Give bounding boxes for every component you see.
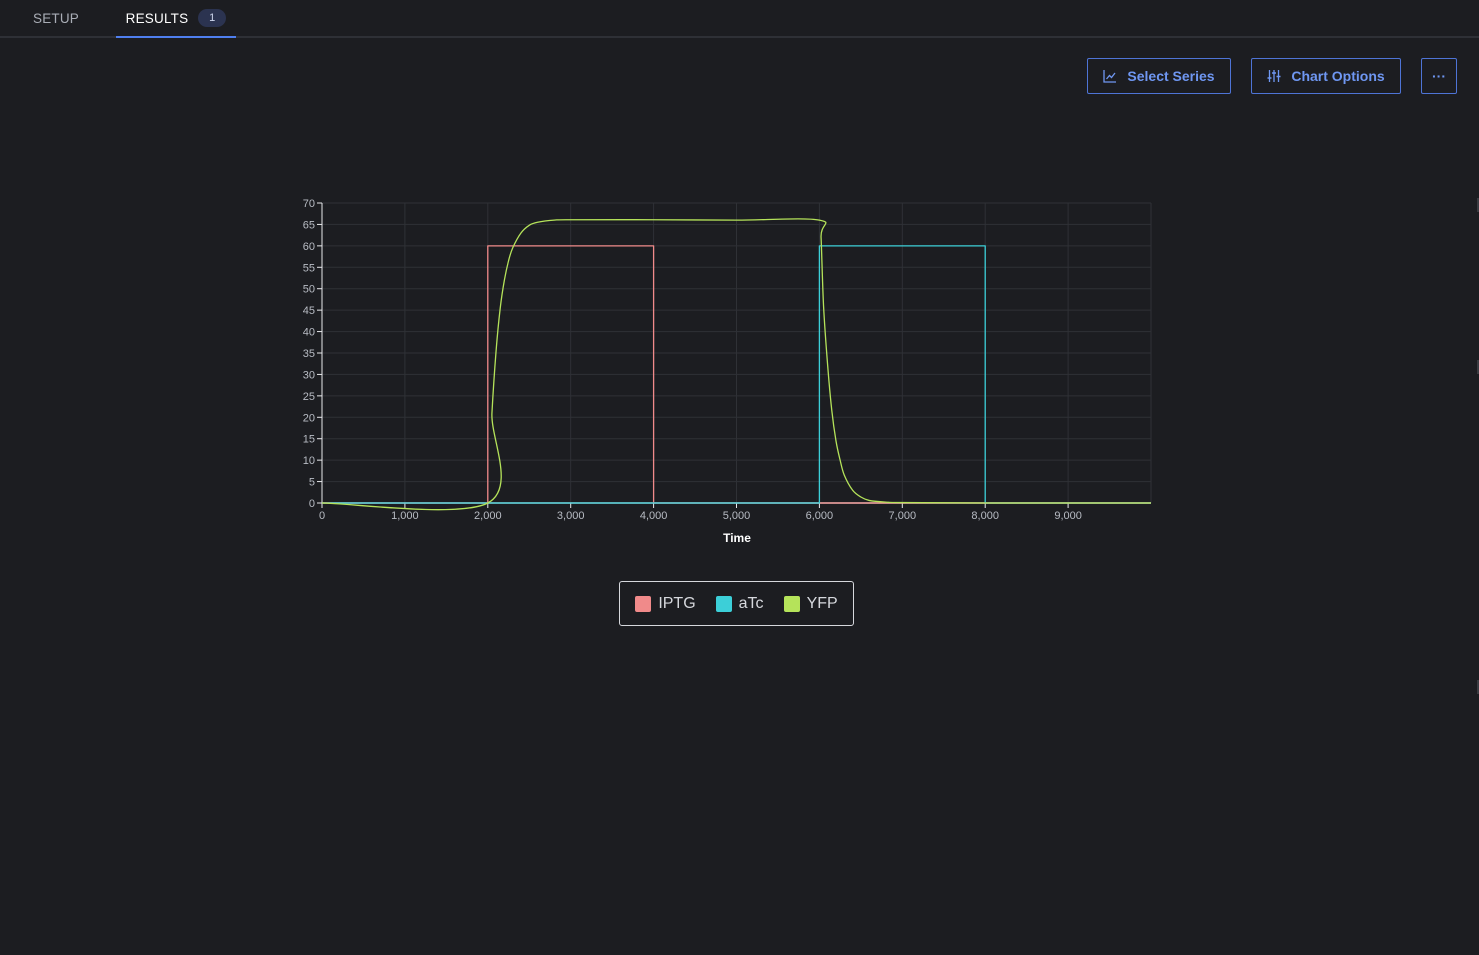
select-series-label: Select Series	[1127, 68, 1215, 84]
series-line-yfp	[321, 218, 1152, 511]
y-tick-label: 55	[303, 262, 315, 274]
x-tick-label: 8,000	[971, 510, 999, 522]
tab-bar: SETUP RESULTS 1	[0, 0, 1479, 38]
y-tick-label: 65	[303, 219, 315, 231]
y-tick-label: 30	[303, 369, 315, 381]
y-tick-label: 0	[309, 498, 315, 510]
x-axis-title: Time	[723, 531, 751, 545]
y-tick-label: 20	[303, 412, 315, 424]
y-tick-label: 50	[303, 284, 315, 296]
tab-results[interactable]: RESULTS 1	[116, 0, 236, 38]
legend-item-iptg[interactable]: IPTG	[635, 594, 696, 613]
x-tick-label: 6,000	[806, 510, 834, 522]
y-tick-label: 60	[303, 241, 315, 253]
sliders-icon	[1267, 70, 1281, 82]
x-tick-label: 3,000	[557, 510, 585, 522]
x-tick-label: 1,000	[391, 510, 419, 522]
x-tick-label: 7,000	[889, 510, 917, 522]
chart-axes: 0 5 10 15 20 25 30 35 40 45 50 55 60 65 70 0 1,000 2,000 3…	[303, 198, 1151, 522]
scroll-edge-mark	[1477, 360, 1479, 374]
x-tick-label: 5,000	[723, 510, 751, 522]
y-tick-label: 40	[303, 327, 315, 339]
x-tick-label: 0	[319, 510, 325, 522]
line-chart-icon	[1103, 70, 1117, 83]
tab-setup-label: SETUP	[33, 10, 80, 26]
legend-label-iptg: IPTG	[658, 594, 696, 612]
chart-options-label: Chart Options	[1291, 68, 1385, 84]
chart-series	[321, 218, 1152, 511]
y-tick-label: 10	[303, 455, 315, 467]
y-tick-label: 15	[303, 434, 315, 446]
y-tick-label: 45	[303, 305, 315, 317]
x-tick-label: 9,000	[1054, 510, 1082, 522]
x-tick-label: 4,000	[640, 510, 668, 522]
legend-label-yfp: YFP	[806, 594, 838, 612]
tab-results-label: RESULTS	[125, 10, 189, 26]
more-icon: ···	[1432, 68, 1446, 84]
chart-legend: IPTG aTc YFP	[619, 581, 854, 626]
series-line-atc	[322, 245, 1151, 504]
legend-label-atc: aTc	[738, 594, 764, 612]
legend-item-yfp[interactable]: YFP	[783, 594, 838, 613]
scroll-edge-mark	[1477, 198, 1479, 212]
y-tick-label: 5	[309, 477, 315, 489]
legend-swatch-iptg	[635, 595, 652, 612]
scroll-edge-mark	[1477, 680, 1479, 694]
select-series-button[interactable]: Select Series	[1087, 58, 1231, 94]
y-tick-label: 25	[303, 391, 315, 403]
legend-swatch-yfp	[783, 595, 800, 612]
more-options-button[interactable]: ···	[1421, 58, 1457, 94]
x-tick-label: 2,000	[474, 510, 502, 522]
results-count-badge: 1	[198, 9, 227, 27]
tab-setup[interactable]: SETUP	[33, 0, 79, 36]
active-tab-indicator	[116, 36, 236, 38]
chart-options-button[interactable]: Chart Options	[1251, 58, 1401, 94]
series-line-iptg	[322, 245, 1151, 504]
legend-item-atc[interactable]: aTc	[715, 594, 764, 613]
y-tick-label: 70	[303, 198, 315, 210]
y-tick-label: 35	[303, 348, 315, 360]
legend-swatch-atc	[715, 595, 732, 612]
chart-grid	[322, 202, 1152, 503]
